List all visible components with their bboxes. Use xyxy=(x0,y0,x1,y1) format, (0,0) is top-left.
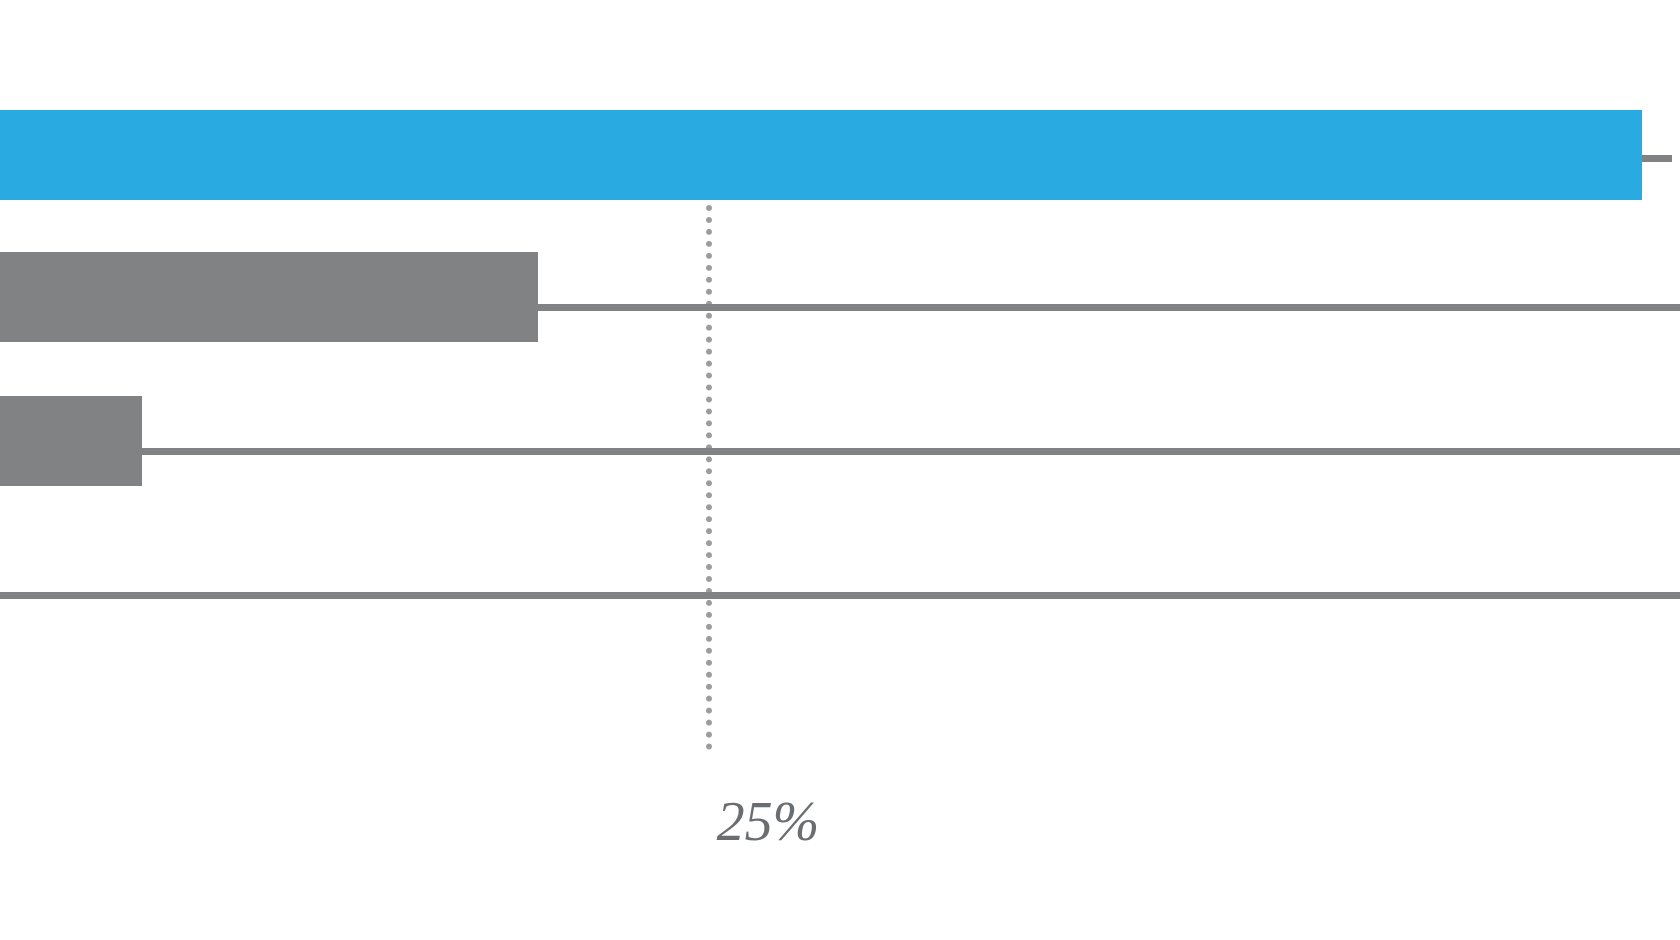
x-tick-label-25pct: 25% xyxy=(717,790,820,854)
bar-row-3 xyxy=(0,540,1680,630)
horizontal-bar-chart: 25% xyxy=(0,0,1680,940)
plot-area xyxy=(0,0,1680,760)
bar-1 xyxy=(0,252,538,342)
bar-1-baseline xyxy=(0,304,1680,311)
bar-3-baseline xyxy=(0,592,1680,599)
bar-row-2 xyxy=(0,396,1680,486)
bar-2-baseline xyxy=(0,448,1680,455)
bar-row-0 xyxy=(0,110,1680,200)
bar-0 xyxy=(0,110,1642,200)
bar-row-1 xyxy=(0,252,1680,342)
bar-0-end-tick xyxy=(1642,155,1672,162)
bar-2 xyxy=(0,396,142,486)
